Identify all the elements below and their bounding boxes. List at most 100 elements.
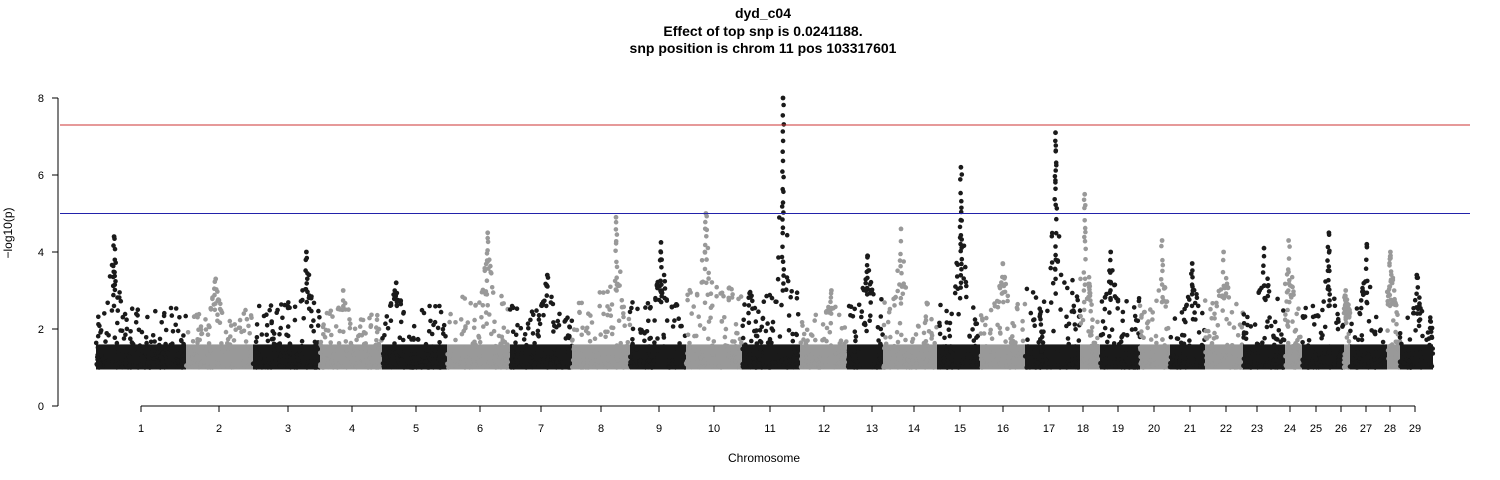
snp-point — [536, 313, 542, 318]
snp-point — [999, 363, 1005, 369]
snp-point — [781, 174, 786, 180]
snp-point — [374, 338, 379, 343]
snp-point — [565, 315, 570, 321]
snp-point — [324, 352, 329, 357]
snp-point — [946, 327, 952, 333]
snp-point — [597, 290, 603, 295]
snp-point — [111, 303, 117, 309]
snp-point — [332, 358, 338, 364]
snp-point — [200, 345, 205, 350]
snp-point — [820, 364, 825, 370]
snp-point — [643, 305, 648, 310]
snp-point — [869, 344, 874, 350]
chromosome-12-top-snp — [829, 288, 834, 293]
snp-point — [1091, 340, 1097, 346]
snp-point — [1366, 352, 1371, 358]
snp-point — [1160, 262, 1166, 268]
snp-point — [589, 320, 595, 325]
snp-point — [820, 322, 826, 327]
snp-point — [1225, 285, 1231, 291]
chromosome-27-top-snp — [1364, 241, 1370, 247]
snp-point — [355, 344, 361, 350]
snp-point — [655, 285, 660, 291]
snp-point — [392, 341, 397, 346]
snp-point — [984, 315, 989, 321]
snp-point — [557, 311, 562, 317]
snp-point — [1234, 301, 1239, 307]
snp-point — [758, 339, 764, 345]
snp-point — [1107, 310, 1112, 315]
snp-point — [838, 344, 843, 350]
snp-point — [1162, 343, 1167, 348]
snp-point — [189, 351, 194, 357]
snp-point — [453, 337, 458, 343]
snp-point — [960, 360, 966, 366]
snp-point — [1364, 290, 1370, 296]
snp-point — [1419, 355, 1425, 360]
snp-point — [304, 299, 310, 305]
snp-point — [1050, 280, 1056, 286]
snp-point — [1326, 264, 1332, 269]
snp-point — [647, 306, 653, 311]
snp-point — [1375, 345, 1380, 351]
snp-point — [287, 341, 293, 347]
snp-point — [1346, 308, 1351, 314]
chromosome-19-points — [1098, 249, 1143, 370]
snp-point — [868, 279, 874, 285]
snp-point — [1095, 344, 1101, 349]
snp-point — [862, 320, 868, 326]
snp-point — [1183, 319, 1188, 325]
snp-point — [423, 359, 429, 365]
snp-point — [710, 351, 716, 357]
snp-point — [883, 341, 889, 347]
chromosome-9-points — [627, 240, 688, 370]
snp-point — [647, 364, 652, 370]
snp-point — [839, 326, 845, 331]
snp-point — [276, 347, 282, 353]
snp-point — [741, 317, 746, 323]
snp-point — [770, 319, 776, 325]
snp-point — [189, 355, 195, 361]
snp-point — [1053, 186, 1058, 192]
snp-point — [155, 350, 161, 356]
snp-point — [1362, 362, 1367, 368]
snp-point — [161, 313, 167, 319]
snp-point — [702, 266, 708, 272]
snp-point — [1028, 310, 1034, 316]
snp-point — [1089, 325, 1095, 330]
snp-point — [1053, 143, 1059, 148]
snp-point — [774, 299, 779, 305]
snp-point — [687, 345, 692, 351]
snp-point — [297, 348, 303, 353]
snp-point — [664, 297, 669, 302]
snp-point — [1212, 351, 1218, 356]
snp-point — [828, 299, 833, 305]
snp-point — [1088, 298, 1093, 303]
snp-point — [473, 362, 478, 367]
snp-point — [135, 307, 141, 313]
snp-point — [1153, 333, 1159, 339]
snp-point — [531, 312, 536, 318]
snp-point — [211, 363, 216, 369]
snp-point — [864, 328, 869, 334]
snp-point — [937, 323, 942, 329]
snp-point — [1318, 363, 1323, 368]
snp-point — [1291, 289, 1296, 294]
snp-point — [1324, 364, 1330, 370]
snp-point — [1055, 348, 1060, 354]
snp-point — [271, 331, 277, 336]
snp-point — [1083, 257, 1088, 262]
snp-point — [343, 339, 349, 344]
snp-point — [1138, 354, 1143, 360]
snp-point — [1300, 340, 1305, 345]
snp-point — [813, 337, 818, 343]
snp-point — [474, 356, 479, 361]
chromosome-5-top-snp — [393, 280, 399, 286]
snp-point — [1004, 364, 1009, 370]
snp-point — [331, 352, 337, 357]
snp-point — [548, 361, 553, 367]
snp-point — [1020, 327, 1025, 332]
snp-point — [1081, 299, 1087, 305]
snp-point — [1062, 280, 1067, 285]
snp-point — [1327, 292, 1332, 297]
